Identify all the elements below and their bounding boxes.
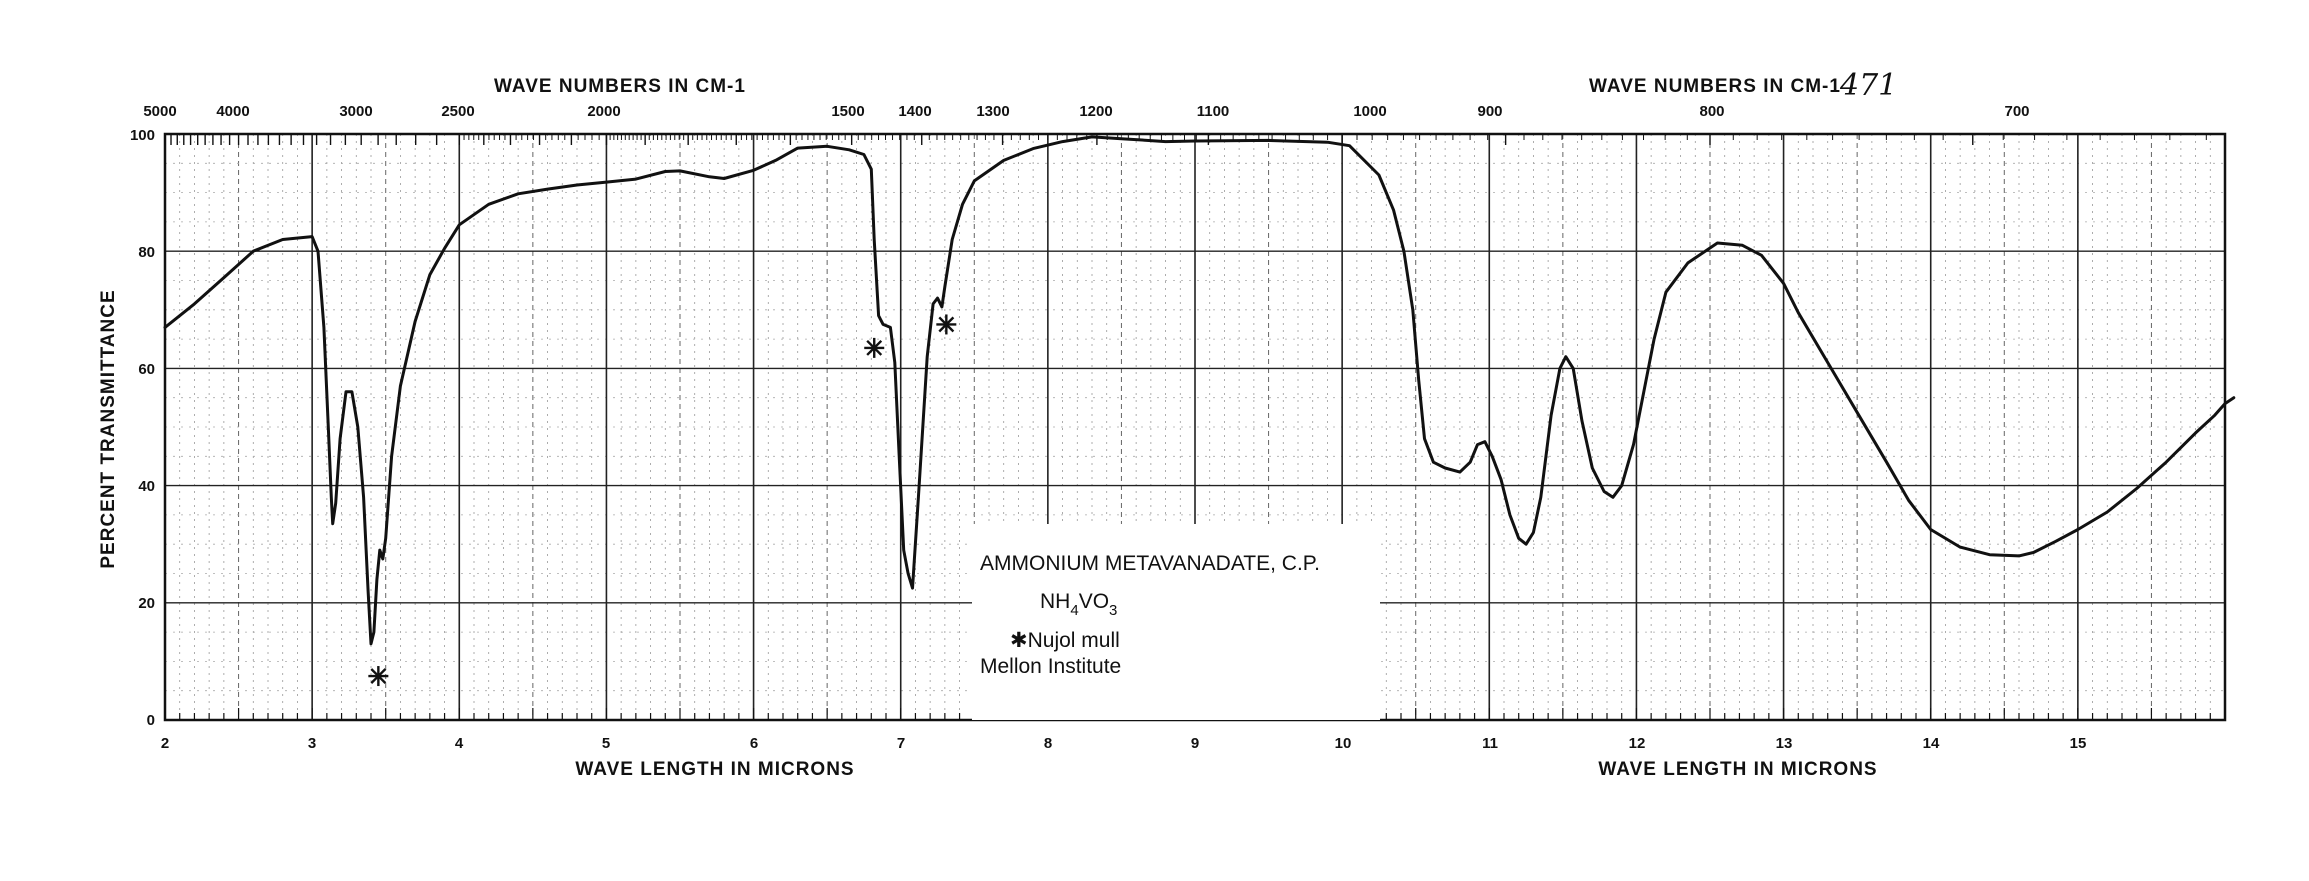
- page-number: 471: [1839, 68, 1897, 103]
- top-axis-title-right: WAVE NUMBERS IN CM-1: [1589, 76, 1841, 97]
- y-tick-label: 40: [138, 478, 155, 495]
- x-tick-label: 5: [602, 735, 610, 752]
- formula-sub-3: 3: [1109, 602, 1117, 619]
- top-tick-label: 1400: [898, 103, 931, 120]
- top-tick-label: 2000: [587, 103, 620, 120]
- x-tick-label: 4: [455, 735, 464, 752]
- y-tick-label: 20: [138, 595, 155, 612]
- asterisk-stroke: [938, 316, 955, 333]
- nujol-markers: [368, 314, 957, 687]
- institute-note: Mellon Institute: [980, 655, 1121, 678]
- x-tick-label: 15: [2070, 735, 2087, 752]
- y-tick-label: 60: [138, 361, 155, 378]
- x-tick-label: 13: [1776, 735, 1793, 752]
- nujol-asterisk-marker: [368, 666, 389, 687]
- x-tick-label: 6: [750, 735, 758, 752]
- compound-name: AMMONIUM METAVANADATE, C.P.: [980, 552, 1320, 575]
- x-tick-label: 3: [308, 735, 316, 752]
- y-tick-label: 100: [130, 127, 155, 144]
- top-tick-labels: 5000 4000 3000 2500 2000 1500 1400 1300 …: [143, 103, 2029, 120]
- top-tick-label: 2500: [441, 103, 474, 120]
- x-tick-label: 12: [1629, 735, 1646, 752]
- nujol-asterisk-marker: [936, 314, 957, 335]
- x-tick-label: 11: [1482, 735, 1498, 752]
- top-tick-label: 700: [2004, 103, 2029, 120]
- x-tick-label: 7: [897, 735, 905, 752]
- top-tick-label: 1200: [1079, 103, 1112, 120]
- nujol-asterisk-marker: [864, 337, 885, 358]
- y-tick-label: 0: [147, 712, 155, 729]
- top-tick-label: 5000: [143, 103, 176, 120]
- top-tick-label: 1300: [976, 103, 1009, 120]
- tick-marks: [164, 134, 2226, 720]
- y-tick-labels: 0 20 40 60 80 100: [130, 127, 155, 729]
- mull-note: ✱Nujol mull: [1010, 629, 1120, 652]
- x-axis-title-right: WAVE LENGTH IN MICRONS: [1598, 759, 1877, 780]
- top-tick-label: 3000: [339, 103, 372, 120]
- top-tick-label: 4000: [216, 103, 249, 120]
- y-axis-title: PERCENT TRANSMITTANCE: [98, 289, 119, 568]
- spectrum-line: [163, 135, 2236, 646]
- asterisk-stroke: [370, 668, 387, 684]
- formula-sub-4: 4: [1070, 602, 1078, 619]
- x-tick-label: 8: [1044, 735, 1052, 752]
- top-tick-label: 1100: [1197, 103, 1230, 120]
- y-tick-label: 80: [138, 244, 155, 261]
- formula-vo: VO: [1079, 590, 1109, 613]
- x-axis-title-left: WAVE LENGTH IN MICRONS: [575, 759, 854, 780]
- x-tick-label: 2: [161, 735, 169, 752]
- spectrum-curve-layer: [163, 135, 2236, 646]
- top-tick-label: 900: [1477, 103, 1502, 120]
- asterisk-stroke: [866, 339, 883, 356]
- x-tick-label: 10: [1335, 735, 1352, 752]
- formula: NH4VO3: [1040, 590, 1117, 619]
- formula-nh: NH: [1040, 590, 1070, 613]
- annotation-box: [972, 524, 1380, 720]
- x-tick-labels: 2 3 4 5 6 7 8 9 10 11 12 13 14 15: [161, 735, 2087, 752]
- x-tick-label: 14: [1923, 735, 1940, 752]
- top-tick-label: 800: [1699, 103, 1724, 120]
- x-tick-label: 9: [1191, 735, 1199, 752]
- annotation-note: AMMONIUM METAVANADATE, C.P. NH4VO3 ✱Nujo…: [980, 552, 1320, 678]
- top-axis-title-left: WAVE NUMBERS IN CM-1: [494, 76, 746, 97]
- top-tick-label: 1500: [831, 103, 864, 120]
- top-tick-label: 1000: [1353, 103, 1386, 120]
